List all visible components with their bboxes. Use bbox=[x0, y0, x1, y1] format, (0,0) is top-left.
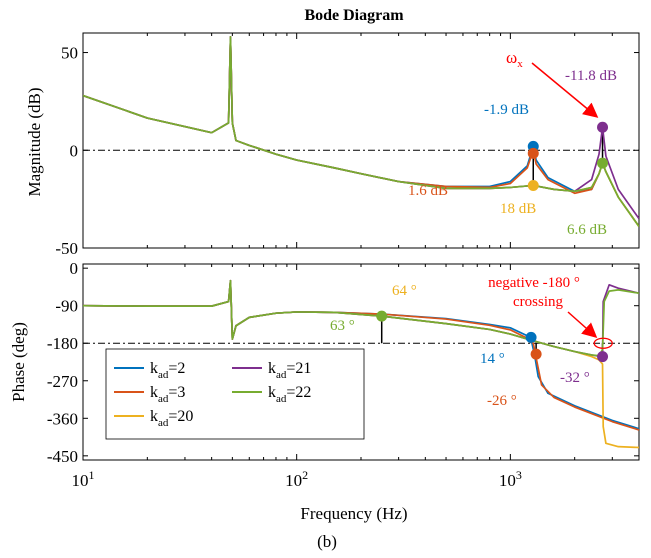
x-tick-label: 101 bbox=[72, 468, 95, 490]
legend-box bbox=[105, 348, 365, 440]
annotation-64-deg: 64 ° bbox=[392, 283, 417, 299]
legend-label: kad=2 bbox=[150, 360, 185, 381]
annotation-crossing: crossing bbox=[513, 294, 563, 310]
crossing-highlight-circle bbox=[593, 337, 613, 349]
phase-y-tick-label: -270 bbox=[47, 372, 78, 391]
phase-series-kad-22 bbox=[83, 279, 639, 357]
figure-caption: (b) bbox=[317, 532, 337, 551]
annotation-63-deg: 63 ° bbox=[330, 318, 355, 334]
annotation-minus-11-8-db: -11.8 dB bbox=[565, 68, 617, 84]
magnitude-marker bbox=[527, 179, 539, 191]
magnitude-marker bbox=[597, 121, 609, 133]
x-tick-label: 103 bbox=[499, 468, 522, 490]
annotation-14-deg: 14 ° bbox=[480, 351, 505, 367]
x-tick-label: 102 bbox=[285, 468, 308, 490]
legend-label: kad=21 bbox=[268, 360, 311, 381]
annotation-minus-32-deg: -32 ° bbox=[560, 370, 590, 386]
legend-label: kad=22 bbox=[268, 384, 311, 405]
legend-label: kad=3 bbox=[150, 384, 185, 405]
phase-y-axis-label: Phase (deg) bbox=[9, 322, 28, 402]
magnitude-y-tick-label: 0 bbox=[70, 141, 79, 160]
magnitude-marker bbox=[527, 147, 539, 159]
omega-x-arrow bbox=[531, 62, 599, 118]
magnitude-y-axis-label: Magnitude (dB) bbox=[25, 87, 44, 196]
chart-title: Bode Diagram bbox=[304, 7, 404, 24]
annotation-6-6-db: 6.6 dB bbox=[567, 222, 607, 238]
crossing-arrow bbox=[567, 311, 598, 338]
magnitude-marker bbox=[597, 157, 609, 169]
phase-panel: 0 -90 -180 -270 -360 -450 Phase (deg) 64 ° 63… bbox=[9, 259, 640, 466]
annotation-18-db: 18 dB bbox=[500, 201, 536, 217]
phase-y-tick-label: -180 bbox=[47, 334, 78, 353]
magnitude-panel: 50 0 -50 Magnitude (dB) -1.9 dB 1.6 dB 18 … bbox=[25, 32, 640, 258]
magnitude-axes-frame bbox=[82, 32, 640, 249]
legend-label: kad=20 bbox=[150, 408, 193, 429]
phase-marker bbox=[376, 310, 388, 322]
annotation-1-6-db: 1.6 dB bbox=[408, 183, 448, 199]
magnitude-series-kad-21 bbox=[83, 36, 639, 220]
magnitude-series-kad-2 bbox=[83, 36, 639, 227]
phase-series-kad-21 bbox=[83, 279, 639, 358]
phase-marker bbox=[530, 348, 542, 360]
annotation-minus-26-deg: -26 ° bbox=[487, 393, 517, 409]
phase-marker bbox=[525, 331, 537, 343]
x-axis-label: Frequency (Hz) bbox=[300, 504, 407, 523]
legend: kad=2 kad=21 kad=3 kad=22 kad=20 bbox=[105, 348, 365, 440]
phase-marker bbox=[597, 351, 609, 363]
annotation-minus-1-9-db: -1.9 dB bbox=[484, 102, 529, 118]
annotation-negative-minus-180-deg: negative -180 ° bbox=[488, 275, 580, 291]
phase-y-tick-label: -90 bbox=[55, 297, 78, 316]
magnitude-series-kad-20 bbox=[83, 36, 639, 227]
annotation-omega-x: ωx bbox=[506, 48, 523, 70]
magnitude-y-tick-label: 50 bbox=[61, 44, 78, 63]
magnitude-series-kad-3 bbox=[83, 36, 639, 227]
magnitude-y-tick-label: -50 bbox=[55, 239, 78, 258]
phase-y-tick-label: -360 bbox=[47, 409, 78, 428]
phase-y-tick-label: 0 bbox=[70, 259, 79, 278]
magnitude-series-kad-22 bbox=[83, 36, 639, 227]
phase-y-tick-label: -450 bbox=[47, 447, 78, 466]
